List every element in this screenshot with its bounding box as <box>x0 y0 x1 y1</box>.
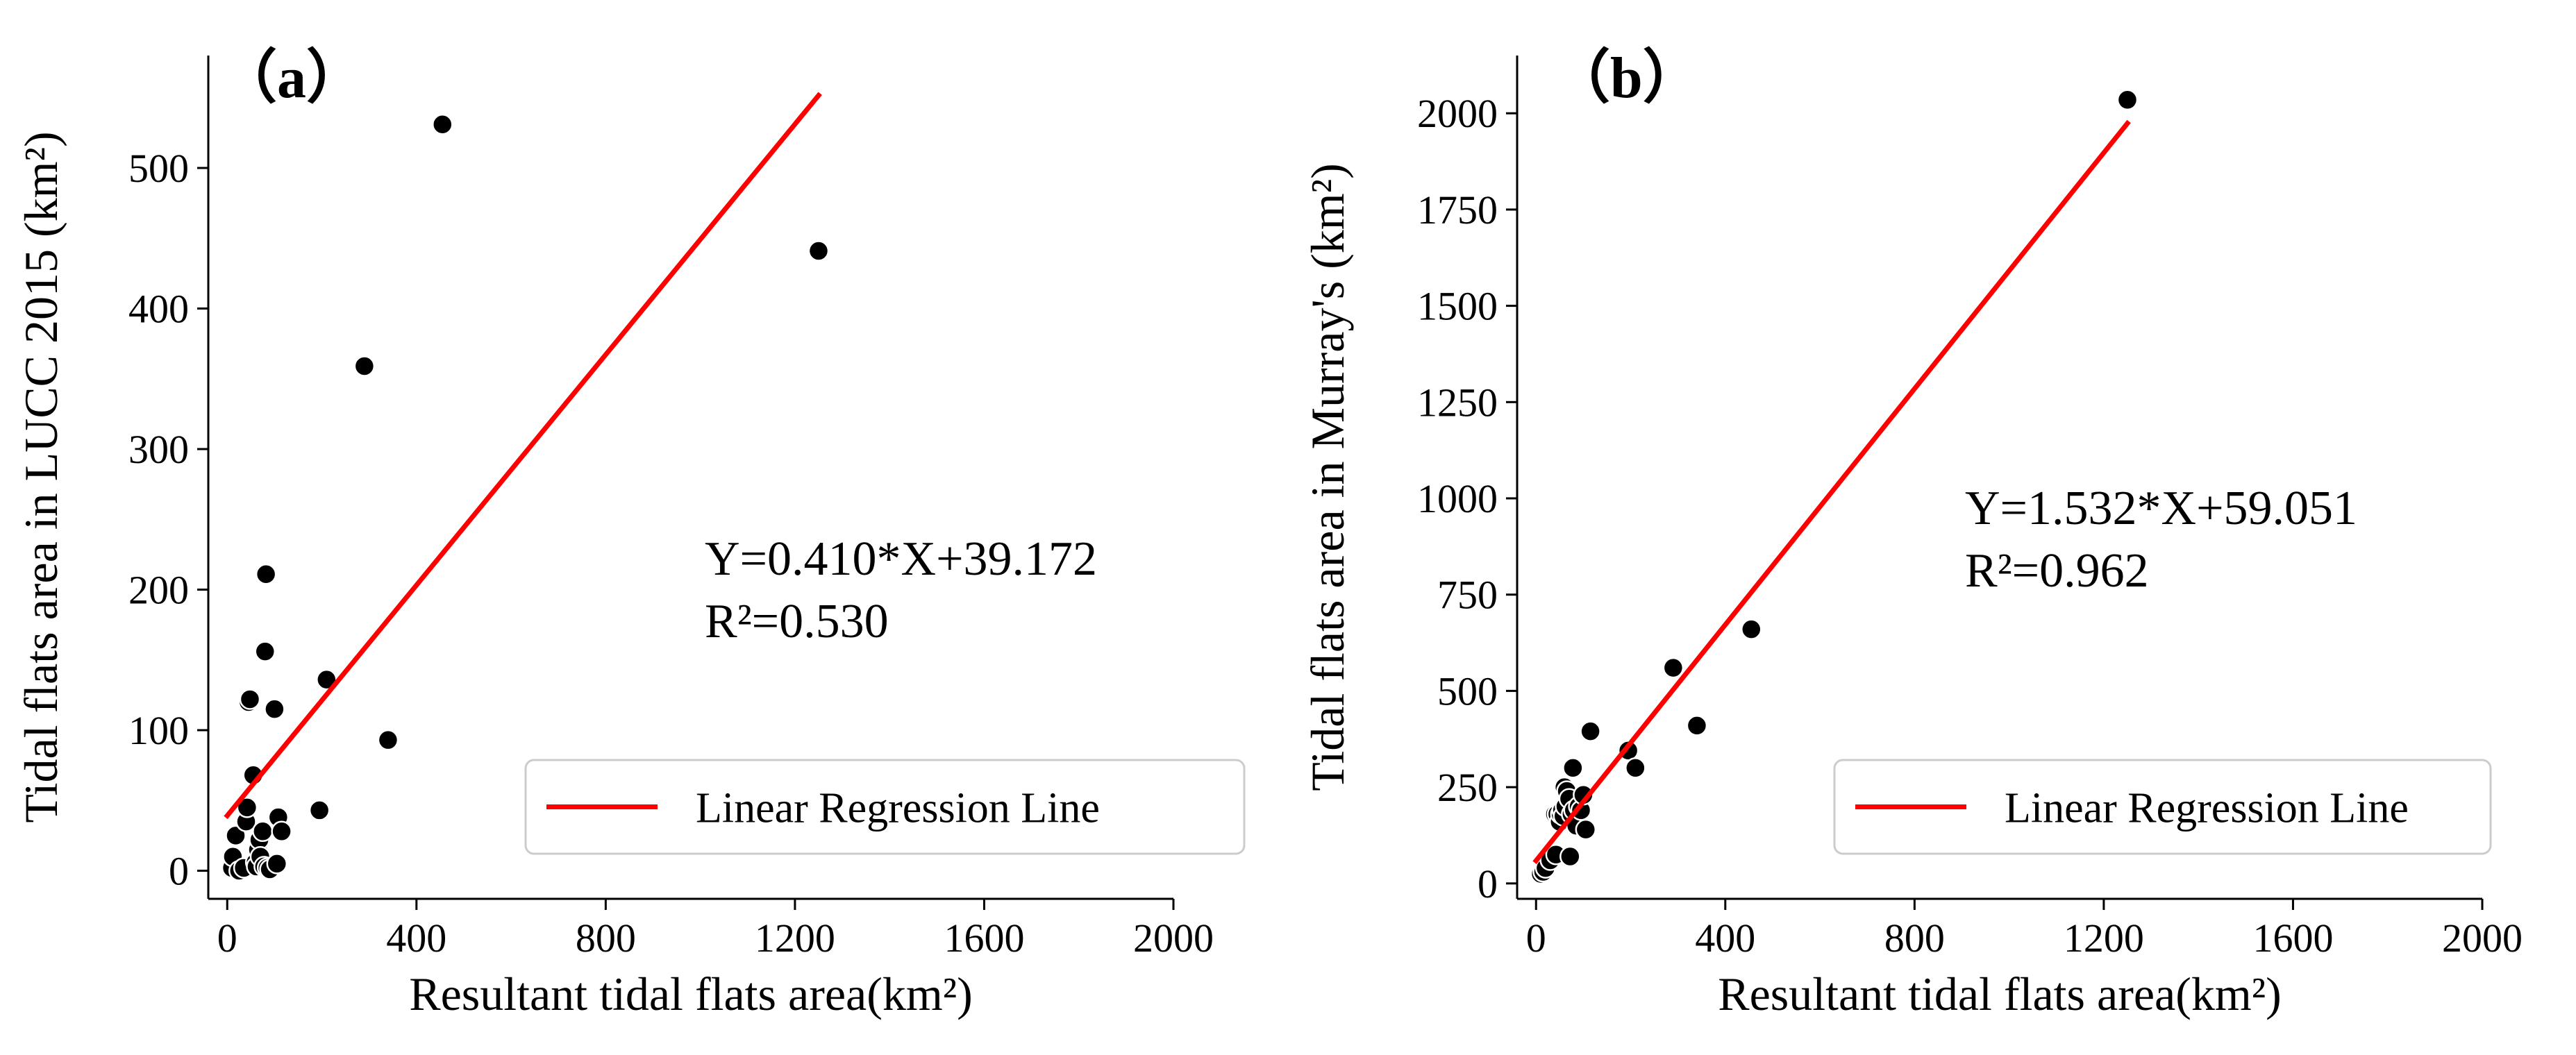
y-tick-label: 300 <box>128 427 189 472</box>
data-point <box>254 641 276 662</box>
data-point <box>1741 618 1762 640</box>
data-point <box>252 820 274 843</box>
data-point <box>1575 818 1597 841</box>
data-point <box>239 689 261 710</box>
y-tick-label: 200 <box>128 568 189 613</box>
data-point <box>1686 715 1708 736</box>
y-tick-label: 1500 <box>1417 284 1498 329</box>
x-tick-label: 800 <box>1884 915 1945 961</box>
r-squared: R²=0.530 <box>705 595 889 648</box>
legend-box <box>1833 759 2492 855</box>
y-tick-label: 0 <box>169 849 189 894</box>
data-point <box>1559 845 1581 868</box>
panel-label: （a） <box>219 46 365 110</box>
y-tick-label: 750 <box>1437 573 1498 618</box>
legend-label: Linear Regression Line <box>2005 785 2409 832</box>
y-tick-label: 500 <box>128 146 189 191</box>
y-tick-label: 1250 <box>1417 380 1498 425</box>
data-point <box>255 563 277 585</box>
y-tick-label: 0 <box>1478 861 1498 906</box>
regression-equation: Y=1.532*X+59.051 <box>1965 482 2357 535</box>
regression-equation: Y=0.410*X+39.172 <box>705 532 1097 586</box>
x-tick-label: 1200 <box>755 915 835 961</box>
data-point <box>2116 89 2139 111</box>
data-point <box>236 797 258 818</box>
y-tick-label: 250 <box>1437 765 1498 810</box>
x-tick-label: 400 <box>386 915 446 961</box>
data-point <box>1625 757 1646 779</box>
data-point <box>225 825 246 847</box>
y-tick-label: 1000 <box>1417 476 1498 521</box>
x-tick-label: 1600 <box>944 915 1024 961</box>
panel-a: 0 400 800 1200 1600 2000 0 100 200 300 400 500 Resul… <box>15 46 1246 1020</box>
data-point <box>1662 657 1684 679</box>
x-tick-label: 2000 <box>2442 915 2523 961</box>
data-point <box>808 240 830 262</box>
data-point <box>377 729 399 751</box>
x-tick-label: 1600 <box>2252 915 2333 961</box>
data-point <box>1580 720 1601 742</box>
data-point <box>353 355 376 377</box>
y-tick-label: 500 <box>1437 668 1498 714</box>
data-point <box>266 853 288 875</box>
regression-line <box>224 92 822 820</box>
x-tick-label: 1200 <box>2064 915 2144 961</box>
y-tick-label: 100 <box>128 708 189 753</box>
panel-label: （b） <box>1552 46 1701 110</box>
y-tick-label: 1750 <box>1417 187 1498 233</box>
y-axis-label: Tidal flats area in LUCC 2015 (km²) <box>15 131 67 822</box>
y-tick-label: 2000 <box>1417 91 1498 136</box>
data-point <box>308 800 331 821</box>
x-axis-label: Resultant tidal flats area(km²) <box>409 968 973 1020</box>
x-tick-label: 400 <box>1695 915 1755 961</box>
x-tick-label: 2000 <box>1133 915 1214 961</box>
regression-line <box>1532 119 2131 864</box>
x-tick-label: 800 <box>576 915 636 961</box>
x-tick-label: 0 <box>1526 915 1546 961</box>
x-axis-label: Resultant tidal flats area(km²) <box>1718 968 2282 1020</box>
legend-box <box>524 759 1246 855</box>
y-axis-label: Tidal flats area in Murray's (km²) <box>1301 163 1354 791</box>
data-point <box>432 113 453 135</box>
data-point <box>264 698 285 720</box>
r-squared: R²=0.962 <box>1965 544 2149 598</box>
data-point <box>1562 757 1584 779</box>
panel-b: 0 400 800 1200 1600 2000 0 250 500 750 1000 1250 150… <box>1301 46 2523 1020</box>
x-tick-label: 0 <box>217 915 237 961</box>
legend-label: Linear Regression Line <box>696 785 1100 832</box>
y-tick-label: 400 <box>128 287 189 332</box>
data-point <box>271 820 292 843</box>
